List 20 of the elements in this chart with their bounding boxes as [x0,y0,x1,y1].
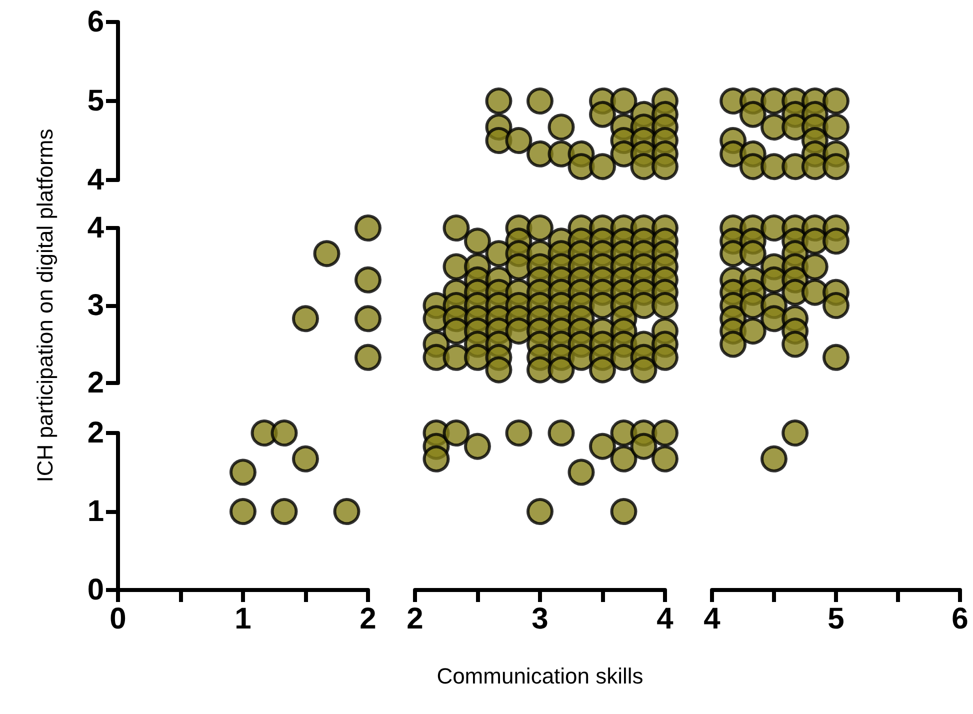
y-tick-label: 6 [87,6,104,38]
y-axis-title: ICH participation on digital platforms [32,128,58,482]
x-tick-label: 4 [656,602,674,636]
x-tick-label: 2 [406,602,424,636]
y-tick-label: 2 [87,366,104,400]
x-axis-title: Communication skills [436,664,644,688]
x-tick-label: 1 [234,602,252,636]
y-tick-label: 4 [87,164,104,196]
y-tick-label: 1 [87,495,104,528]
x-tick-label: 5 [828,602,844,636]
y-tick-label: 3 [87,289,104,322]
y-tick-label: 4 [87,212,104,244]
x-tick-label: 4 [704,602,721,636]
x-tick-label: 2 [360,602,376,636]
x-tick-label: 0 [110,602,126,636]
x-tick-label: 3 [532,602,548,636]
y-tick-label: 5 [87,84,104,118]
y-tick-label: 0 [87,574,104,606]
y-tick-label: 2 [87,416,104,450]
x-tick-label: 6 [952,602,968,636]
